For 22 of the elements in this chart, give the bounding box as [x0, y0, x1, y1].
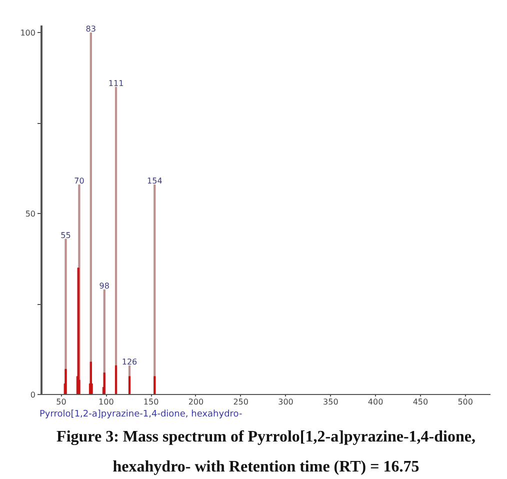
- text: Pyrrolo[1,2-a]pyrazine-1,4-dione, hexahydro-: [40, 410, 242, 420]
- annotation: 154: [147, 176, 162, 186]
- y-tick-label: 100: [20, 28, 36, 38]
- annotation: 70: [74, 176, 84, 186]
- annotation: 55: [60, 230, 71, 240]
- x-tick-label: 150: [143, 398, 159, 406]
- annotation: 83: [86, 24, 96, 34]
- x-tick-label: 400: [368, 398, 384, 406]
- x-tick-label: 300: [278, 398, 294, 406]
- y-tick-label: 50: [25, 210, 36, 219]
- x-tick-label: 450: [412, 398, 428, 406]
- x-tick-label: 250: [233, 398, 248, 406]
- annotation: 98: [99, 282, 110, 291]
- y-tick-label: 0: [30, 390, 36, 400]
- x-tick-label: 100: [98, 398, 114, 406]
- x-tick-label: 350: [323, 398, 338, 406]
- text: Figure 3: Mass spectrum of Pyrrolo[1,2-a]pyrazine-1,4-dione, hexahydro- with Retention time (RT) = 16.75: [56, 428, 476, 476]
- annotation: 111: [108, 79, 124, 88]
- annotation: 126: [122, 358, 138, 367]
- x-tick-label: 500: [458, 398, 473, 406]
- x-tick-label: 50: [56, 398, 66, 406]
- x-tick-label: 200: [188, 398, 204, 406]
